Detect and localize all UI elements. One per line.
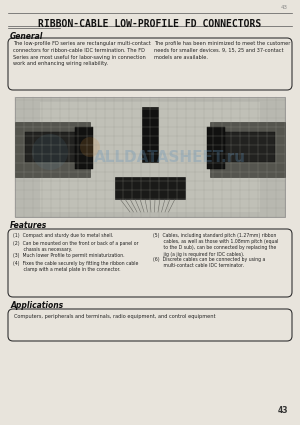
Bar	[220, 132, 275, 162]
Circle shape	[80, 137, 100, 157]
Text: (2)  Can be mounted on the front or back of a panel or
       chassis as necessa: (2) Can be mounted on the front or back …	[13, 241, 139, 252]
Bar	[75, 127, 93, 169]
Text: 43: 43	[281, 5, 288, 10]
Text: (6)  Discrete cables can be connected by using a
       multi-contact cable IDC : (6) Discrete cables can be connected by …	[153, 257, 265, 268]
Bar	[15, 97, 285, 217]
Text: ALLDATASHEET.ru: ALLDATASHEET.ru	[94, 150, 246, 164]
Text: (3)  Much lower Profile to permit miniaturization.: (3) Much lower Profile to permit miniatu…	[13, 253, 124, 258]
Text: 43: 43	[278, 406, 288, 415]
Text: Applications: Applications	[10, 301, 63, 310]
Text: Features: Features	[10, 221, 47, 230]
Bar	[40, 102, 260, 212]
Text: Computers, peripherals and terminals, radio equipment, and control equipment: Computers, peripherals and terminals, ra…	[14, 314, 215, 319]
Bar	[115, 177, 185, 199]
Bar	[25, 132, 80, 162]
Bar	[15, 122, 90, 177]
Text: (4)  Fixes the cable securely by fitting the ribbon cable
       clamp with a me: (4) Fixes the cable securely by fitting …	[13, 261, 138, 272]
Text: General: General	[10, 32, 43, 41]
Text: (1)  Compact and sturdy due to metal shell.: (1) Compact and sturdy due to metal shel…	[13, 233, 113, 238]
Text: (5)  Cables, including standard pitch (1.27mm) ribbon
       cables, as well as : (5) Cables, including standard pitch (1.…	[153, 233, 278, 257]
Text: The low-profile FD series are rectangular multi-contact
connectors for ribbon-ca: The low-profile FD series are rectangula…	[13, 41, 151, 66]
Bar	[210, 122, 285, 177]
Circle shape	[32, 134, 68, 170]
Bar	[142, 107, 158, 162]
Bar	[207, 127, 225, 169]
Text: The profile has been minimized to meet the customer
needs for smaller devices. 9: The profile has been minimized to meet t…	[154, 41, 290, 60]
Text: RIBBON-CABLE LOW-PROFILE FD CONNECTORS: RIBBON-CABLE LOW-PROFILE FD CONNECTORS	[38, 19, 262, 29]
